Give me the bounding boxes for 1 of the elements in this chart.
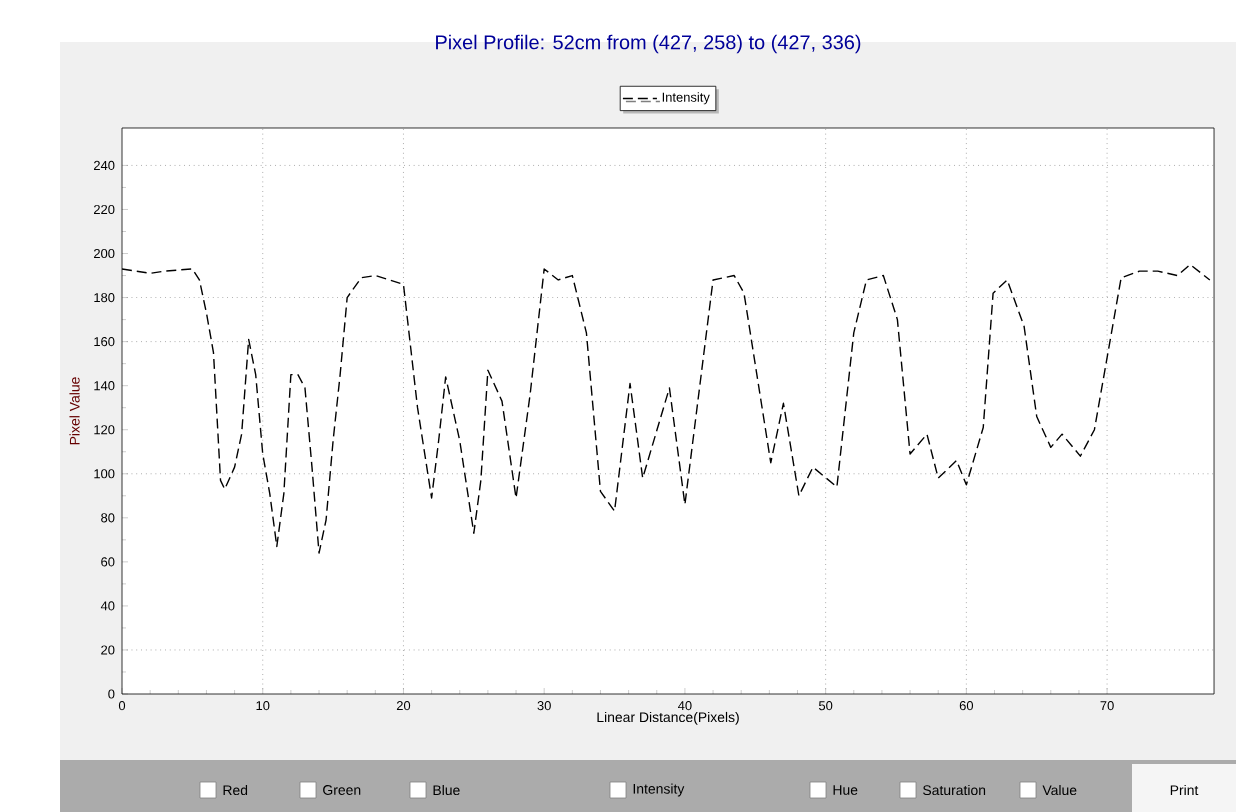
chart-title: Pixel Profile: 52cm from (427, 258) to (427, 336) bbox=[436, 34, 861, 54]
